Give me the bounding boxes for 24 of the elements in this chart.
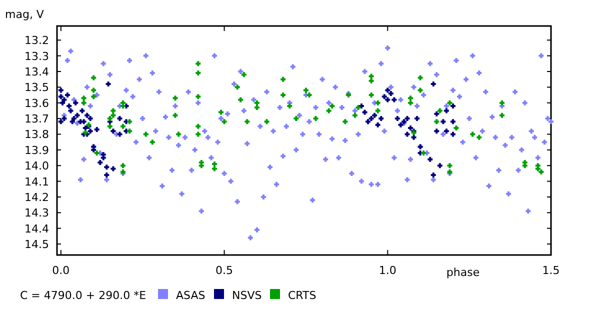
y-tick-label: 13.6 [24, 96, 49, 110]
y-tick-label: 14.0 [24, 160, 49, 173]
y-tick-label: 14.5 [24, 238, 49, 252]
y-tick-label: 14.3 [24, 206, 49, 220]
text: C = 4790.0 + 290.0 *E [20, 289, 146, 302]
legend-label: ASAS [176, 289, 206, 302]
y-tick-label: 13.4 [24, 65, 49, 78]
y-tick-label: 13.3 [24, 50, 49, 63]
y-tick-label: 13.8 [24, 128, 49, 142]
y-tick-label: 14.1 [24, 175, 49, 188]
x-tick-label: 1.5 [542, 264, 560, 277]
y-tick-label: 13.5 [24, 81, 49, 94]
x-tick-label: 0.0 [52, 264, 70, 277]
y-tick-label: 13.2 [24, 34, 49, 48]
y-tick-label: 13.7 [24, 112, 49, 126]
y-tick-label: 14.4 [24, 222, 49, 236]
y-tick-label: 14.2 [24, 190, 49, 204]
y-axis-title: mag, V [5, 8, 44, 21]
x-tick-label: 1.0 [378, 264, 396, 277]
x-axis-title: phase [446, 266, 480, 279]
legend-label: NSVS [232, 289, 262, 302]
y-tick-label: 13.9 [24, 144, 49, 157]
x-tick-label: 0.5 [216, 264, 234, 277]
legend-label: CRTS [288, 289, 316, 302]
